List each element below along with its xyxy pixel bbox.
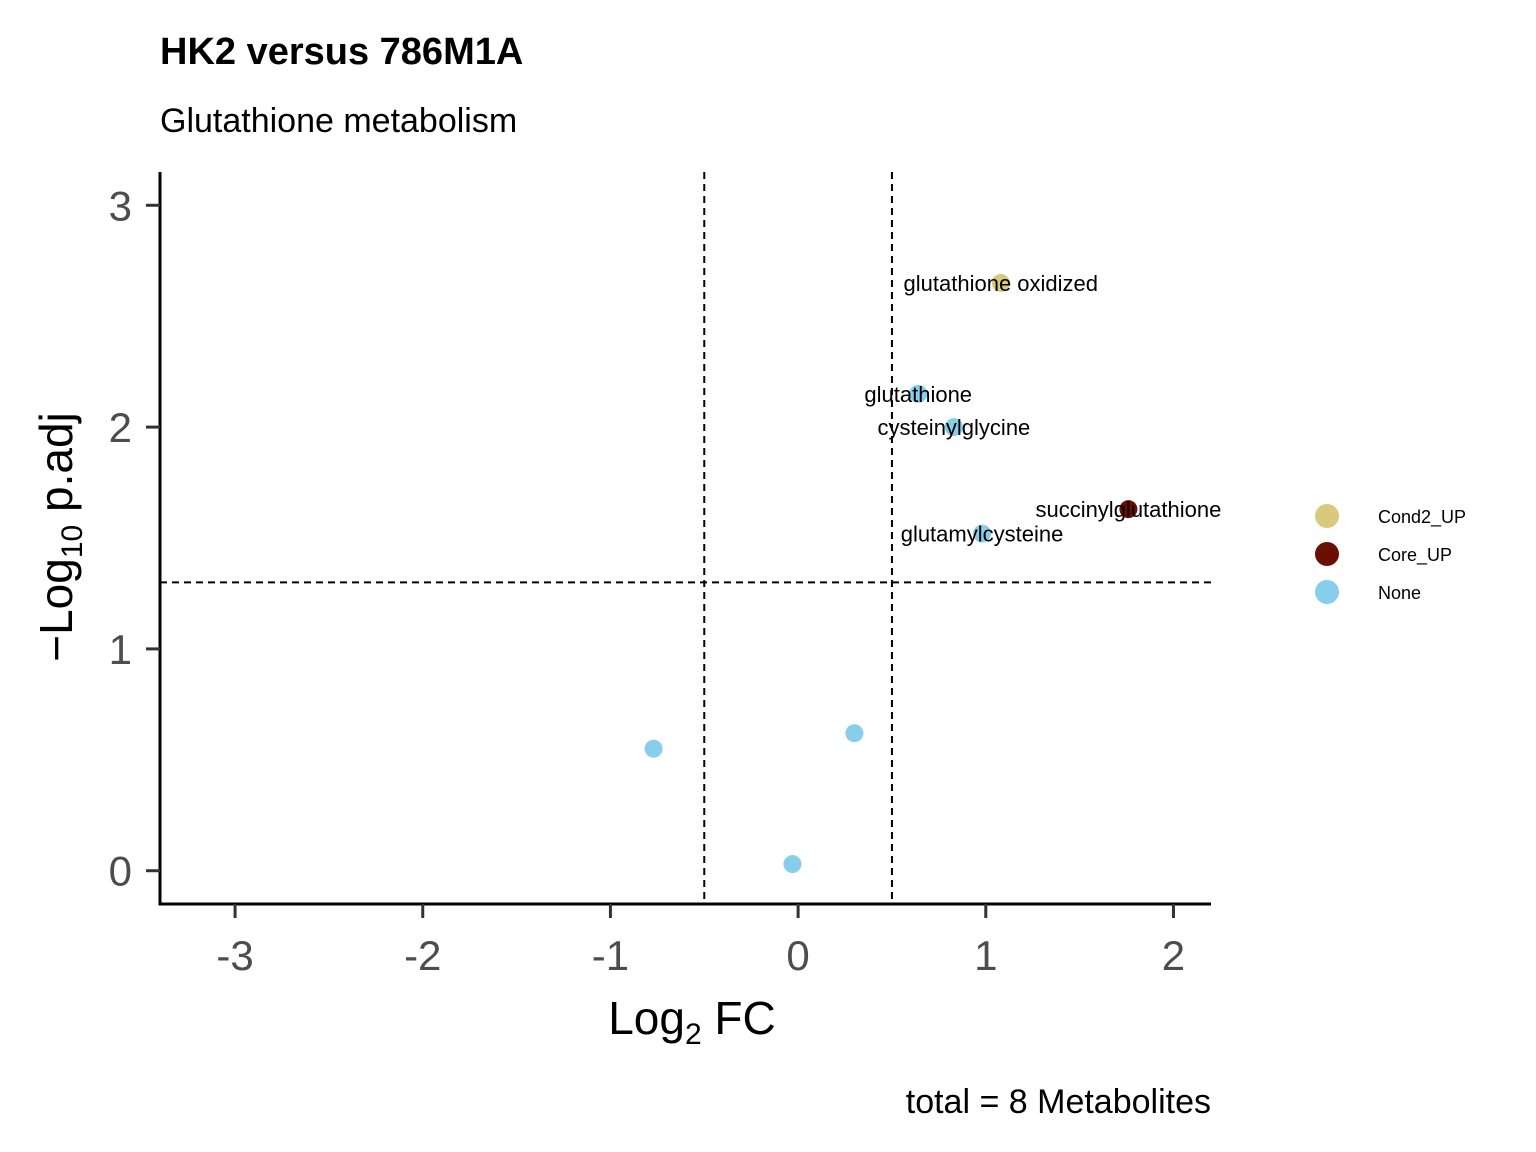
point-label: glutathione oxidized xyxy=(904,271,1098,296)
x-tick-label: -3 xyxy=(216,932,253,979)
x-tick-label: -2 xyxy=(404,932,441,979)
legend-label: None xyxy=(1378,583,1421,603)
y-axis-title-pre: −Log xyxy=(30,558,82,662)
data-point xyxy=(991,273,1010,292)
point-label: succinylglutathione xyxy=(1035,497,1221,522)
legend: Cond2_UP Core_UP None xyxy=(1315,504,1466,604)
y-axis-title-rest: p.adj xyxy=(30,412,82,525)
data-point xyxy=(909,384,928,403)
reference-lines xyxy=(160,172,1211,904)
point-labels: glutathione oxidized glutathione cysteinyl… xyxy=(864,271,1221,547)
x-tick-label: -1 xyxy=(592,932,629,979)
x-axis-title: Log2 FC xyxy=(608,992,776,1051)
data-point xyxy=(944,418,963,437)
y-tick-label: 1 xyxy=(109,626,132,673)
data-point xyxy=(973,524,992,543)
chart-title: HK2 versus 786M1A xyxy=(160,31,523,73)
legend-label: Cond2_UP xyxy=(1378,507,1466,528)
x-tick-label: 1 xyxy=(974,932,997,979)
point-label: glutamylcysteine xyxy=(901,522,1064,547)
y-axis-title-sub: 10 xyxy=(56,525,89,558)
axes: -3 -2 -1 0 1 2 0 1 2 3 xyxy=(109,172,1211,979)
point-label: glutathione xyxy=(864,382,972,407)
data-point xyxy=(644,739,663,758)
x-axis-title-rest: FC xyxy=(702,992,776,1044)
legend-label: Core_UP xyxy=(1378,545,1452,566)
y-tick-label: 3 xyxy=(109,182,132,229)
y-tick-label: 0 xyxy=(109,848,132,895)
legend-key xyxy=(1315,542,1339,566)
legend-key xyxy=(1315,580,1339,604)
y-tick-label: 2 xyxy=(109,404,132,451)
y-axis-title: −Log10 p.adj xyxy=(30,412,89,662)
point-label: cysteinylglycine xyxy=(877,415,1030,440)
x-tick-label: 0 xyxy=(786,932,809,979)
data-point xyxy=(1119,500,1138,519)
data-point xyxy=(845,724,864,743)
chart-caption: total = 8 Metabolites xyxy=(906,1083,1211,1121)
data-points xyxy=(644,273,1138,874)
x-axis-title-sub: 2 xyxy=(685,1018,702,1051)
data-point xyxy=(783,855,802,874)
legend-key xyxy=(1315,504,1339,528)
x-axis-title-main: Log xyxy=(608,992,685,1044)
chart-subtitle: Glutathione metabolism xyxy=(160,102,517,140)
x-tick-label: 2 xyxy=(1162,932,1185,979)
